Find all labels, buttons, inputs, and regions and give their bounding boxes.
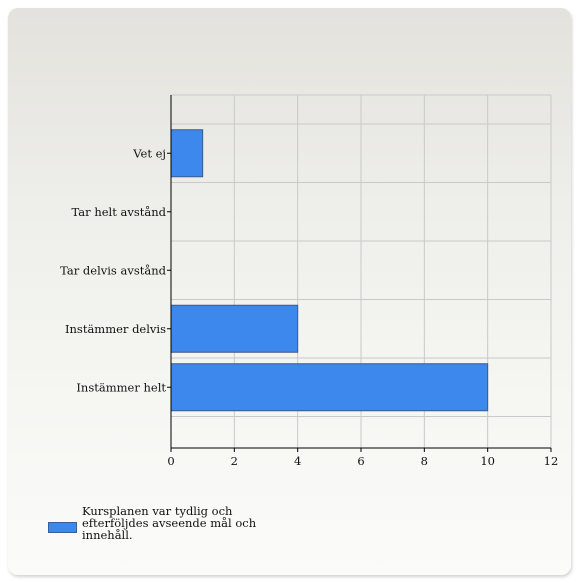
y-tick-label: Tar helt avstånd	[72, 205, 167, 219]
y-tick-label: Instämmer helt	[76, 380, 166, 394]
bar	[171, 364, 488, 411]
y-tick-label: Instämmer delvis	[65, 322, 166, 336]
x-tick-label: 4	[294, 454, 301, 468]
x-tick-labels: 0 2 4 6 8 10 12	[167, 454, 558, 468]
bars	[171, 130, 488, 411]
x-tick-label: 6	[357, 454, 364, 468]
x-tick-label: 12	[544, 454, 559, 468]
bar	[171, 305, 298, 352]
legend: Kursplanen var tydlig och efterföljdes a…	[48, 505, 257, 541]
legend-swatch	[48, 522, 77, 533]
x-tick-label: 10	[480, 454, 495, 468]
x-tick-label: 8	[421, 454, 428, 468]
y-tick-label: Tar delvis avstånd	[60, 263, 167, 277]
x-tick-label: 2	[231, 454, 238, 468]
bar	[171, 130, 203, 177]
y-tick-label: Vet ej	[132, 146, 166, 160]
y-tick-labels: Vet ej Tar helt avstånd Tar delvis avstånd…	[60, 146, 167, 394]
x-tick-label: 0	[167, 454, 174, 468]
legend-label: Kursplanen var tydlig och efterföljdes a…	[82, 505, 257, 541]
